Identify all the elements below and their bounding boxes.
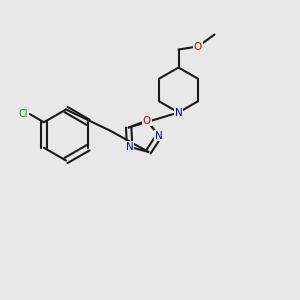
Text: N: N [155, 130, 163, 141]
Text: N: N [126, 142, 134, 152]
Text: O: O [142, 116, 151, 126]
Text: Cl: Cl [19, 109, 28, 119]
Text: O: O [194, 41, 202, 52]
Text: N: N [175, 107, 182, 118]
